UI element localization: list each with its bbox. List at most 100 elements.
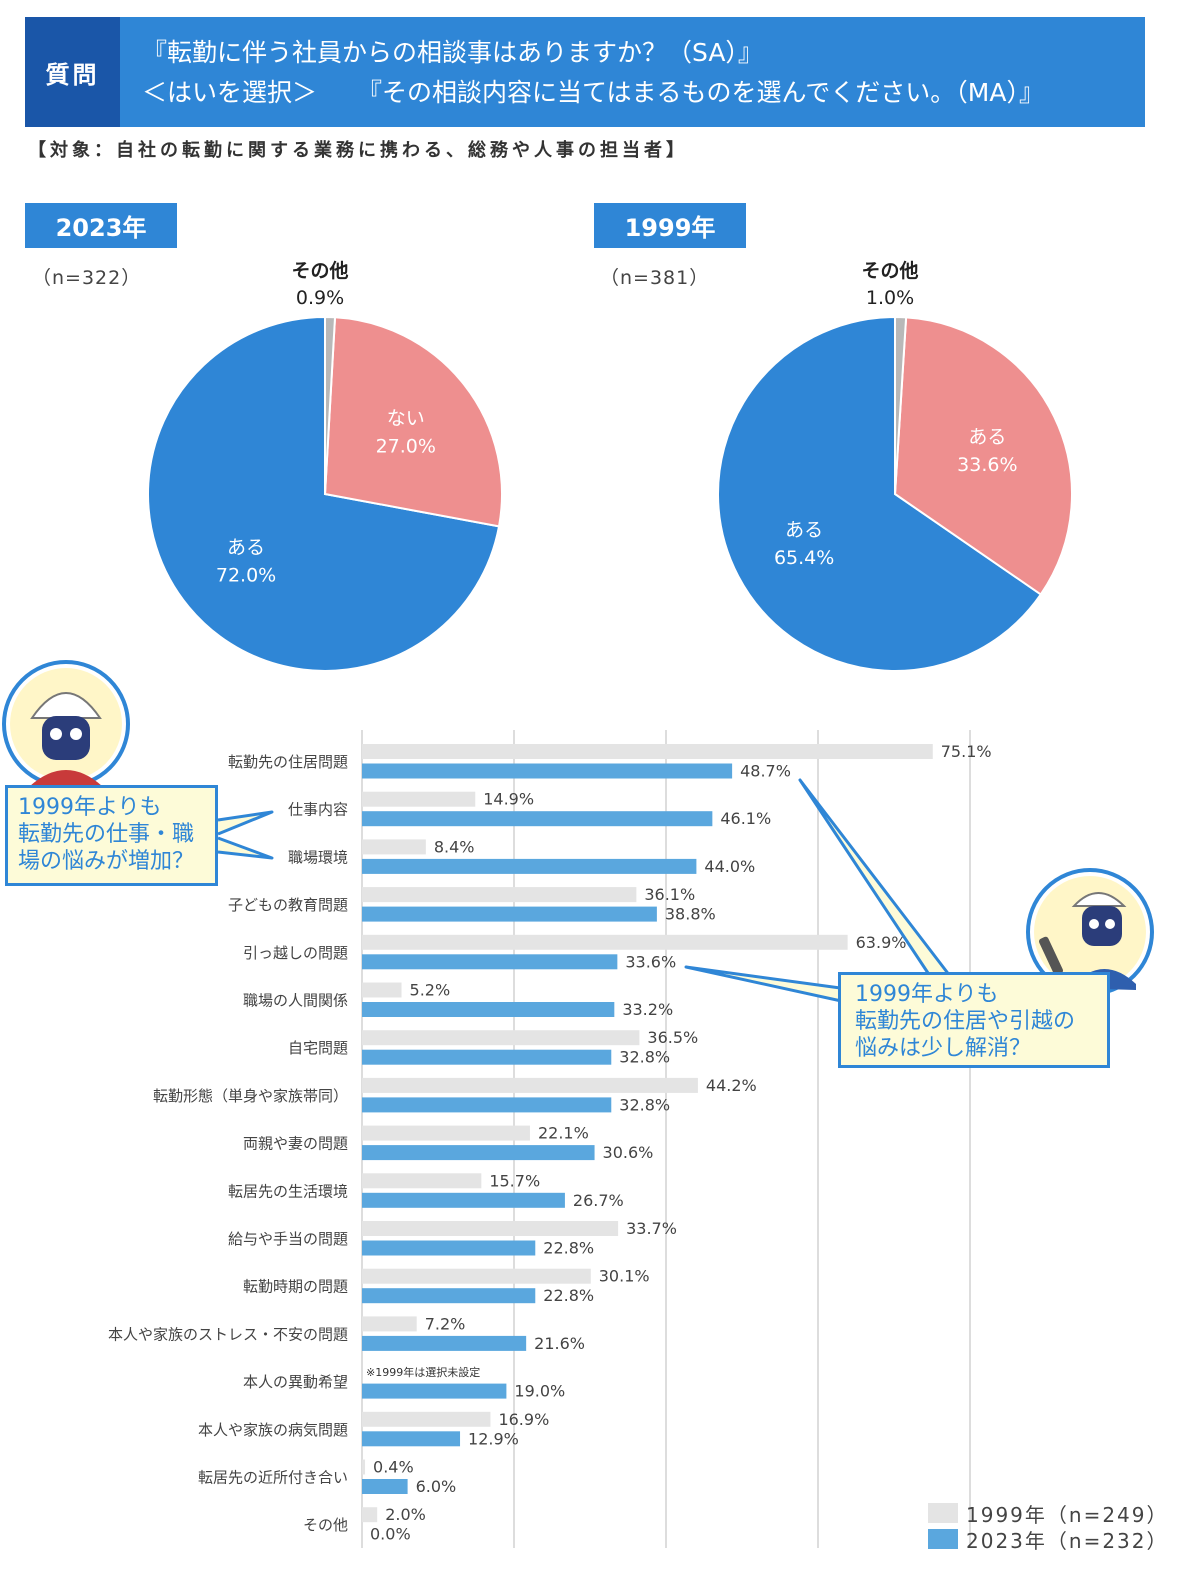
bar-value-label: 36.1% xyxy=(644,885,695,904)
bar-1999 xyxy=(362,1459,366,1475)
legend-item-1999: 1999年（n=249） xyxy=(928,1500,1169,1527)
bar-2023 xyxy=(362,1383,507,1399)
bar-value-label: 6.0% xyxy=(416,1477,457,1496)
mascot-right-icon xyxy=(1026,868,1154,996)
bar-1999 xyxy=(362,934,848,950)
bar-1999 xyxy=(362,1411,491,1427)
bar-value-label: 19.0% xyxy=(514,1382,565,1401)
category-label: 子どもの教育問題 xyxy=(228,896,348,914)
pie-slice xyxy=(323,316,503,528)
pie-slice-value-label: 0.9% xyxy=(296,287,344,309)
bar-2023 xyxy=(362,1192,565,1208)
bar-1999 xyxy=(362,1268,591,1284)
n-label-2023: （n=322） xyxy=(32,267,142,289)
bar-1999 xyxy=(362,1507,378,1523)
question-line-1: 『転勤に伴う社員からの相談事はありますか？（SA）』 xyxy=(142,38,763,67)
bar-value-label: 22.8% xyxy=(543,1286,594,1305)
bar-2023 xyxy=(362,906,657,922)
category-label: 自宅問題 xyxy=(288,1039,348,1057)
question-line-2-prefix: ＜はいを選択＞ xyxy=(142,78,318,107)
pie-slice-label: ある xyxy=(785,519,823,541)
bar-value-label: 38.8% xyxy=(665,905,716,924)
question-text: 『転勤に伴う社員からの相談事はありますか？（SA）』 ＜はいを選択＞ 『その相談… xyxy=(120,17,1044,127)
bar-value-label: 36.5% xyxy=(647,1028,698,1047)
bar-2023 xyxy=(362,811,713,827)
pie-slice-value-label: 27.0% xyxy=(376,436,436,458)
bar-value-label: 2.0% xyxy=(385,1505,426,1524)
pie-slice-value-label: 1.0% xyxy=(866,287,914,309)
bar-1999 xyxy=(362,1221,619,1236)
pie-slice xyxy=(893,316,1073,596)
category-label: 引っ越しの問題 xyxy=(243,944,348,962)
bar-1999 xyxy=(362,982,402,998)
bar-1999 xyxy=(362,1125,530,1141)
bar-value-label: 8.4% xyxy=(434,837,475,856)
category-label: 両親や妻の問題 xyxy=(243,1135,348,1153)
year-label-2023: 2023年 xyxy=(25,203,177,248)
bar-1999 xyxy=(362,1316,417,1332)
bar-value-label: 63.9% xyxy=(856,933,907,952)
category-label: 本人や家族のストレス・不安の問題 xyxy=(108,1325,348,1343)
category-label: 転居先の生活環境 xyxy=(228,1182,348,1200)
pie-slice xyxy=(717,315,1043,672)
bar-value-label: 7.2% xyxy=(425,1314,466,1333)
target-note: 【対象：自社の転勤に関する業務に携わる、総務や人事の担当者】 xyxy=(28,140,688,161)
pie-slice-label: ない xyxy=(387,408,425,430)
pie-slice-label: ある xyxy=(968,426,1006,448)
callout-right: 1999年よりも 転勤先の住居や引越の 悩みは少し解消？ xyxy=(838,972,1110,1068)
bar-2023 xyxy=(362,763,733,779)
bar-value-label: 16.9% xyxy=(498,1410,549,1429)
bar-value-label: 22.8% xyxy=(543,1239,594,1258)
bar-value-label: 46.1% xyxy=(720,809,771,828)
callout-left: 1999年よりも 転勤先の仕事・職 場の悩みが増加？ xyxy=(5,785,218,886)
pie-chart-2023: ある 72.0% ない 27.0% その他 0.9% xyxy=(147,259,503,672)
pie-slice-label: その他 xyxy=(291,259,348,282)
bar-value-label: 33.2% xyxy=(622,1000,673,1019)
bar-chart: 転勤先の住居問題 75.1% 48.7% 仕事内容 14.9% 46.1% 職場環境 8.4%… xyxy=(108,730,992,1548)
bar-value-label: 75.1% xyxy=(941,742,992,761)
bar-value-label: 12.9% xyxy=(468,1429,519,1448)
bar-1999 xyxy=(362,887,637,903)
bar-2023 xyxy=(362,1288,536,1304)
pie-slice xyxy=(147,315,501,672)
bar-2023 xyxy=(362,954,618,970)
bar-value-label: 26.7% xyxy=(573,1191,624,1210)
bar-2023 xyxy=(362,1002,615,1017)
category-label: 本人の異動希望 xyxy=(243,1373,348,1391)
bar-1999 xyxy=(362,1173,482,1189)
legend-item-2023: 2023年（n=232） xyxy=(928,1526,1169,1553)
bar-value-label: 5.2% xyxy=(410,981,451,1000)
category-label: 職場の人間関係 xyxy=(243,992,348,1010)
category-label: 転居先の近所付き合い xyxy=(198,1469,348,1487)
category-label: 職場環境 xyxy=(288,848,348,866)
category-label: その他 xyxy=(303,1516,348,1534)
pie-slice xyxy=(324,315,337,495)
bar-value-label: 15.7% xyxy=(489,1171,540,1190)
bar-2023 xyxy=(362,1097,612,1113)
question-line-2: 『その相談内容に当てはまるものを選んでください。（MA）』 xyxy=(357,78,1044,107)
bar-2023 xyxy=(362,1431,461,1447)
bar-value-label: 14.9% xyxy=(483,790,534,809)
bar-1999 xyxy=(362,791,476,807)
pie-slice-label: その他 xyxy=(861,259,918,282)
callout-left-pointer xyxy=(217,836,274,860)
category-label: 仕事内容 xyxy=(288,801,348,819)
callout-left-pointer xyxy=(217,810,274,836)
bar-value-label: 30.1% xyxy=(599,1267,650,1286)
bar-value-label: 22.1% xyxy=(538,1124,589,1143)
bar-1999 xyxy=(362,744,933,759)
question-header: 質問 『転勤に伴う社員からの相談事はありますか？（SA）』 ＜はいを選択＞ 『そ… xyxy=(25,17,1145,127)
question-tag: 質問 xyxy=(25,17,120,127)
legend: 1999年（n=249） 2023年（n=232） xyxy=(928,1500,1169,1553)
pie-slice-label: ある xyxy=(227,537,265,559)
bar-value-label: 44.0% xyxy=(704,857,755,876)
year-label-1999: 1999年 xyxy=(594,203,746,248)
bar-value-label: 32.8% xyxy=(619,1095,670,1114)
bar-1999 xyxy=(362,1030,640,1046)
bar-value-label: 0.4% xyxy=(373,1458,414,1477)
pie-chart-1999: ある 65.4% ある 33.6% その他 1.0% xyxy=(717,259,1073,672)
bar-2023 xyxy=(362,1335,527,1351)
bar-2023 xyxy=(362,858,697,874)
bar-2023 xyxy=(362,1145,595,1161)
callout-right-pointer xyxy=(684,965,857,1006)
